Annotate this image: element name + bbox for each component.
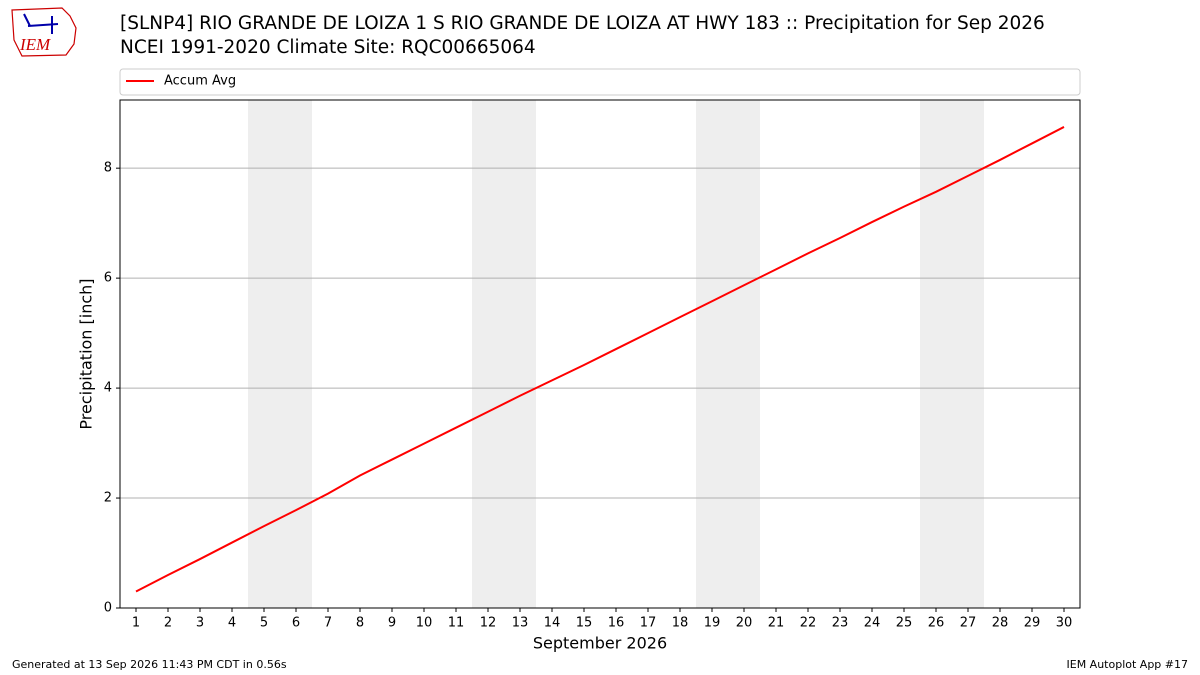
y-tick-label: 0: [104, 601, 112, 616]
x-tick-label: 8: [356, 616, 364, 631]
y-tick-label: 2: [104, 491, 112, 506]
x-axis-label: September 2026: [533, 634, 667, 653]
x-tick-label: 21: [768, 616, 785, 631]
chart-title: [SLNP4] RIO GRANDE DE LOIZA 1 S RIO GRAN…: [120, 13, 1045, 34]
x-tick-label: 26: [928, 616, 945, 631]
x-tick-label: 10: [416, 616, 433, 631]
x-tick-label: 15: [576, 616, 593, 631]
x-tick-label: 29: [1024, 616, 1041, 631]
x-tick-label: 3: [196, 616, 204, 631]
x-tick-label: 23: [832, 616, 849, 631]
weekend-shade: [248, 100, 312, 608]
plot-frame: [119, 99, 1081, 609]
weekend-shade: [920, 100, 984, 608]
x-tick-label: 11: [448, 616, 465, 631]
x-tick-label: 6: [292, 616, 300, 631]
x-tick-label: 13: [512, 616, 529, 631]
logo-icon: [23, 13, 31, 27]
x-tick-label: 18: [672, 616, 689, 631]
y-axis-label: Precipitation [inch]: [77, 278, 96, 429]
y-tick-label: 6: [104, 271, 112, 286]
x-tick-label: 12: [480, 616, 497, 631]
weekend-shade: [472, 100, 536, 608]
chart-subtitle: NCEI 1991-2020 Climate Site: RQC00665064: [120, 37, 536, 58]
x-tick-label: 20: [736, 616, 753, 631]
logo-text: IEM: [19, 35, 51, 54]
x-tick-label: 1: [132, 616, 140, 631]
x-tick-label: 14: [544, 616, 561, 631]
data-line: [135, 126, 1065, 593]
x-tick-label: 7: [324, 616, 332, 631]
x-tick-label: 4: [228, 616, 236, 631]
x-tick-label: 16: [608, 616, 625, 631]
x-tick-label: 19: [704, 616, 721, 631]
y-tick-label: 8: [104, 161, 112, 176]
x-tick-label: 27: [960, 616, 977, 631]
x-tick-label: 30: [1056, 616, 1073, 631]
x-tick-label: 2: [164, 616, 172, 631]
weekend-shade: [696, 100, 760, 608]
x-tick-label: 22: [800, 616, 817, 631]
x-tick-label: 25: [896, 616, 913, 631]
legend-box: [119, 68, 1081, 96]
x-tick-label: 5: [260, 616, 268, 631]
logo: IEM: [11, 7, 77, 57]
x-tick-label: 9: [388, 616, 396, 631]
x-tick-label: 28: [992, 616, 1009, 631]
footer-right: IEM Autoplot App #17: [1067, 658, 1189, 671]
footer-left: Generated at 13 Sep 2026 11:43 PM CDT in…: [12, 658, 287, 671]
legend-label: Accum Avg: [164, 74, 236, 89]
x-tick-label: 17: [640, 616, 657, 631]
x-tick-label: 24: [864, 616, 881, 631]
y-tick-label: 4: [104, 381, 112, 396]
